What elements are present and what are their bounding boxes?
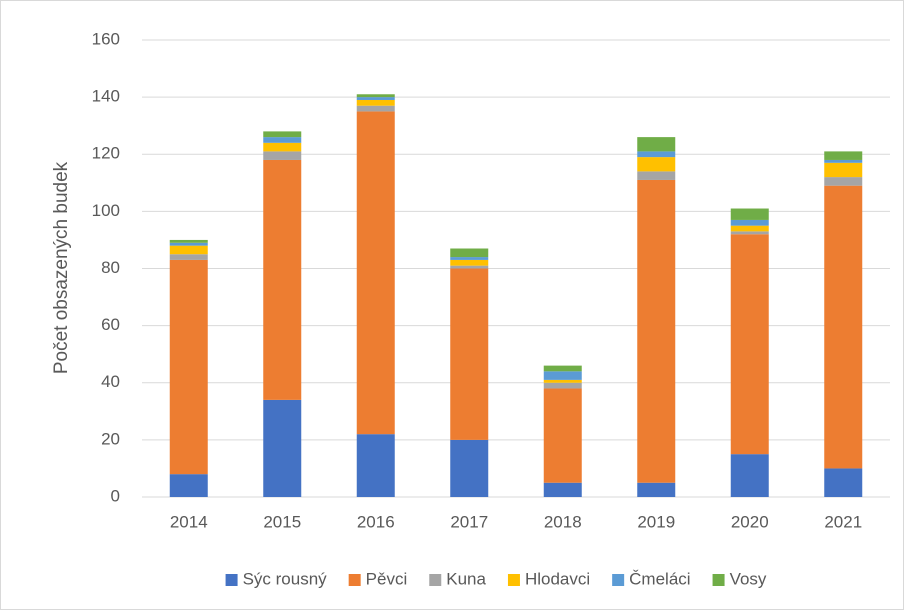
legend-swatch (507, 574, 520, 586)
bar-segment (637, 179, 676, 483)
bar-segment (450, 248, 489, 258)
bar-segment (824, 177, 863, 186)
bar-segment (450, 268, 489, 440)
bar-segment (356, 99, 395, 106)
bar-segment (543, 371, 582, 380)
y-axis-label: Počet obsazených budek (51, 161, 72, 374)
y-tick-label: 100 (92, 201, 120, 220)
legend-label: Pěvci (366, 569, 408, 588)
legend-swatch (348, 574, 361, 586)
bar-segment (637, 137, 676, 152)
x-tick-label: 2018 (544, 512, 582, 531)
bar-segment (637, 171, 676, 180)
y-tick-label: 20 (101, 429, 120, 448)
bar-segment (263, 159, 302, 400)
x-tick-label: 2017 (450, 512, 488, 531)
legend-label: Sýc rousný (243, 569, 328, 588)
bar-segment (543, 388, 582, 483)
bar-segment (263, 399, 302, 497)
bar-segment (543, 379, 582, 383)
bar-segment (637, 157, 676, 172)
y-tick-label: 0 (111, 486, 120, 505)
x-tick-label: 2019 (637, 512, 675, 531)
bar-segment (824, 185, 863, 469)
bar-segment (169, 239, 208, 243)
bar-segment (543, 382, 582, 389)
legend-label: Čmeláci (629, 569, 690, 588)
y-tick-label: 80 (101, 258, 120, 277)
bar-segment (730, 219, 769, 226)
bar-segment (730, 234, 769, 455)
bar-segment (356, 111, 395, 435)
legend-swatch (429, 574, 442, 586)
bar-segment (730, 225, 769, 232)
x-tick-label: 2016 (357, 512, 395, 531)
x-tick-label: 2015 (263, 512, 301, 531)
bar-segment (263, 142, 302, 152)
bar-segment (730, 208, 769, 220)
y-tick-label: 160 (92, 29, 120, 48)
x-tick-label: 2020 (731, 512, 769, 531)
bar-segment (543, 482, 582, 497)
bar-segment (450, 257, 489, 260)
bar-segment (450, 259, 489, 266)
y-tick-label: 40 (101, 372, 120, 391)
bar-segment (824, 468, 863, 497)
bar-segment (450, 265, 489, 269)
bar-segment (263, 151, 302, 160)
bar-segment (356, 434, 395, 497)
bar-segment (824, 159, 863, 163)
y-tick-label: 60 (101, 315, 120, 334)
bar-segment (824, 162, 863, 178)
bar-segment (169, 259, 208, 475)
bar-segment (356, 97, 395, 100)
bar-segment (356, 105, 395, 112)
legend-swatch (712, 574, 725, 586)
y-tick-label: 140 (92, 87, 120, 106)
bar-segment (169, 245, 208, 255)
bar-segment (169, 254, 208, 260)
legend-label: Hlodavci (525, 569, 590, 588)
x-tick-label: 2014 (170, 512, 208, 531)
legend-label: Kuna (446, 569, 486, 588)
bar-segment (824, 151, 863, 160)
bar-segment (263, 131, 302, 138)
bar-segment (169, 242, 208, 246)
x-tick-label: 2021 (824, 512, 862, 531)
legend-swatch (612, 574, 625, 586)
bar-segment (730, 454, 769, 497)
legend-label: Vosy (730, 569, 767, 588)
legend-swatch (225, 574, 238, 586)
bar-segment (637, 151, 676, 158)
bar-segment (637, 482, 676, 497)
bar-segment (730, 231, 769, 235)
bar-segment (263, 137, 302, 143)
bar-segment (543, 365, 582, 372)
y-tick-label: 120 (92, 144, 120, 163)
bar-segment (356, 94, 395, 98)
bar-segment (450, 439, 489, 497)
bar-segment (169, 474, 208, 497)
